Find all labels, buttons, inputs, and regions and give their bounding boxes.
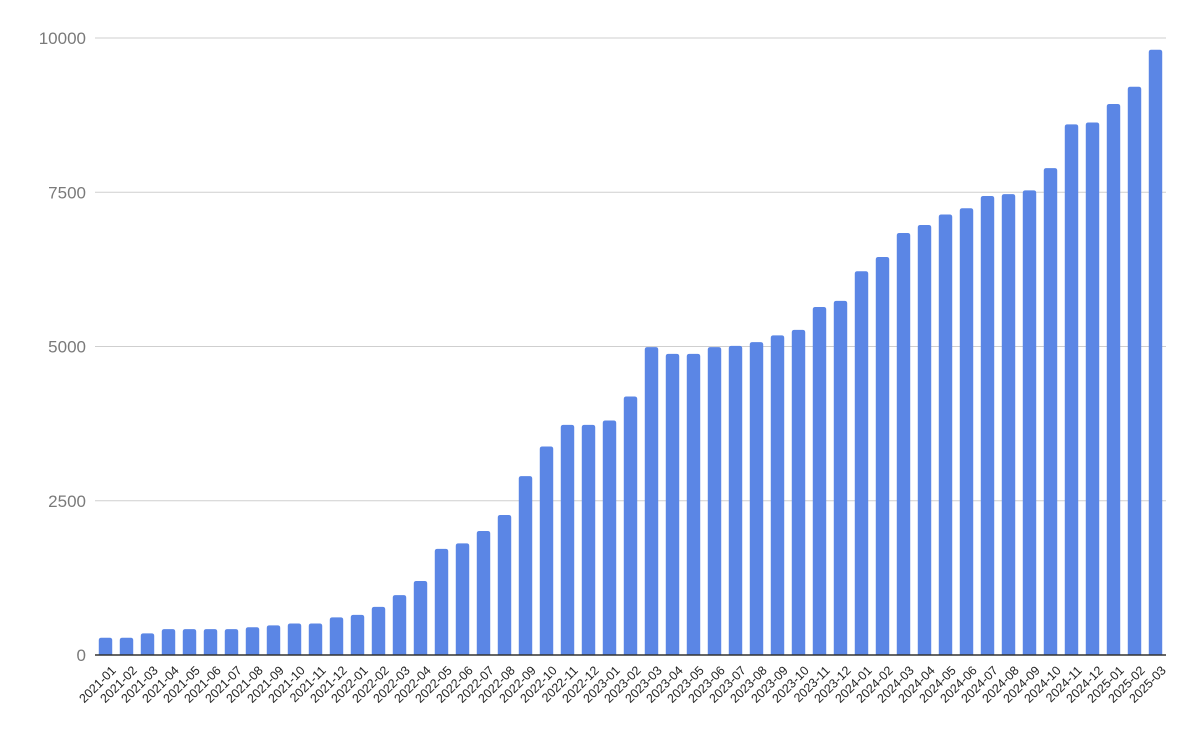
bar-2024-10 [1043, 168, 1058, 655]
bar-2024-11 [1064, 124, 1079, 655]
bar-2021-08 [245, 627, 260, 655]
bar-2021-01 [98, 637, 113, 655]
bar-2024-09 [1022, 190, 1037, 656]
bar-2021-06 [203, 629, 218, 655]
bar-2022-09 [518, 476, 533, 655]
bar-2022-12 [581, 424, 596, 655]
bar-2022-07 [476, 530, 491, 655]
bar-2023-08 [749, 342, 764, 655]
bar-2021-07 [224, 629, 239, 655]
bar-2021-05 [182, 629, 197, 655]
x-axis-ticks: 2021-012021-022021-032021-042021-052021-… [77, 663, 1169, 705]
bar-2024-02 [875, 257, 890, 655]
bar-2021-09 [266, 625, 281, 655]
bar-2024-06 [959, 208, 974, 656]
bar-2022-05 [434, 548, 449, 655]
bar-2023-02 [623, 396, 638, 655]
bar-2023-05 [686, 353, 701, 655]
bar-2021-11 [308, 623, 323, 655]
bar-2025-03 [1148, 49, 1163, 655]
bars [98, 49, 1163, 656]
bar-2021-10 [287, 623, 302, 655]
bar-2022-10 [539, 446, 554, 655]
bar-2025-02 [1127, 86, 1142, 656]
bar-2023-01 [602, 420, 617, 655]
bar-2024-05 [938, 214, 953, 655]
bar-2023-04 [665, 353, 680, 655]
y-tick-label: 2500 [48, 492, 86, 511]
y-tick-label: 7500 [48, 183, 86, 202]
bar-2023-11 [812, 307, 827, 655]
bar-2021-02 [119, 637, 134, 655]
bar-2022-02 [371, 606, 386, 655]
bar-2022-06 [455, 543, 470, 655]
bar-2024-12 [1085, 122, 1100, 656]
bar-2024-04 [917, 224, 932, 656]
bar-2022-11 [560, 424, 575, 655]
bar-2023-12 [833, 300, 848, 655]
bar-2023-10 [791, 329, 806, 655]
bar-2022-04 [413, 580, 428, 655]
y-tick-label: 10000 [39, 29, 86, 48]
bar-2024-08 [1001, 194, 1016, 655]
bar-2022-03 [392, 595, 407, 655]
bar-2022-01 [350, 614, 365, 655]
bar-2025-01 [1106, 104, 1121, 656]
bar-2021-12 [329, 617, 344, 655]
bar-2021-04 [161, 629, 176, 655]
y-axis-ticks: 0 2500 5000 7500 10000 [39, 29, 86, 665]
y-tick-label: 5000 [48, 338, 86, 357]
bar-2023-07 [728, 345, 743, 655]
bar-2024-07 [980, 195, 995, 655]
bar-2023-03 [644, 347, 659, 655]
bar-2023-06 [707, 347, 722, 655]
bar-2024-01 [854, 271, 869, 655]
bar-2022-08 [497, 514, 512, 655]
bar-2021-03 [140, 633, 155, 655]
y-tick-label: 0 [77, 646, 86, 665]
bar-2024-03 [896, 232, 911, 656]
bar-2023-09 [770, 335, 785, 655]
